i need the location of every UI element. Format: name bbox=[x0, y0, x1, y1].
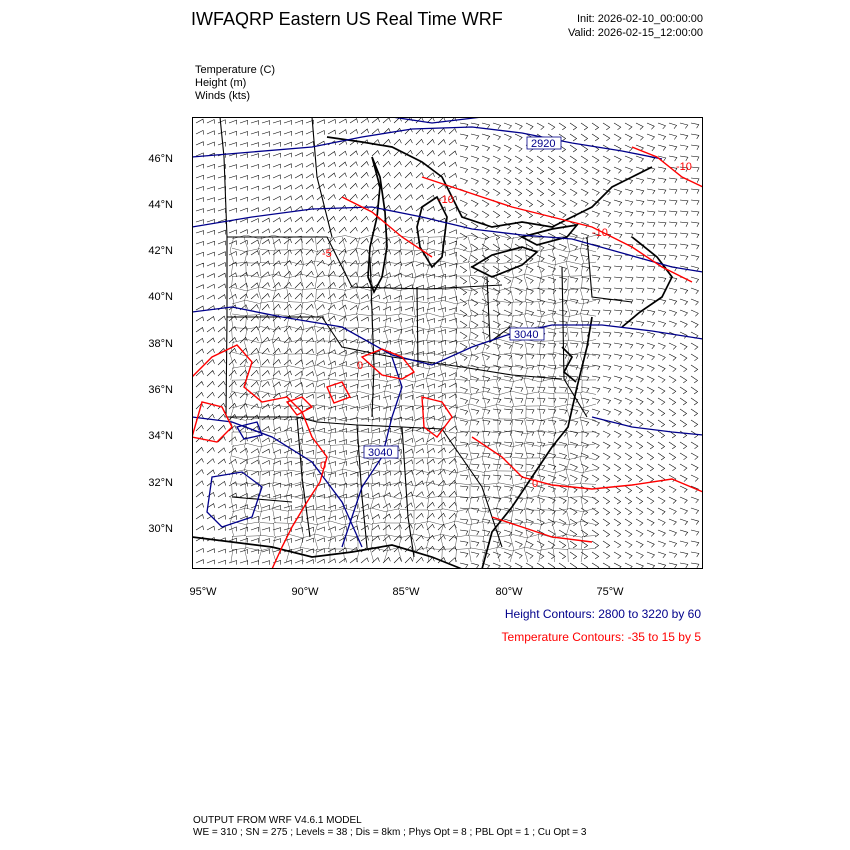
height-contour-legend: Height Contours: 2800 to 3220 by 60 bbox=[504, 607, 701, 621]
height-contour bbox=[192, 206, 703, 273]
temperature-label: 0 bbox=[357, 360, 363, 372]
temperature-contour bbox=[285, 396, 314, 416]
weather-map: 2920 3040 3040 -10 -10 -10 -5 0 0 0 bbox=[192, 117, 703, 569]
temperature-contour bbox=[491, 516, 593, 543]
height-label: 2920 bbox=[531, 138, 555, 150]
model-info: OUTPUT FROM WRF V4.6.1 MODEL bbox=[193, 815, 362, 826]
map-background bbox=[192, 117, 703, 569]
wind-barbs bbox=[195, 117, 703, 569]
contour-labels: 2920 3040 3040 -10 -10 -10 -5 0 0 0 bbox=[320, 136, 692, 490]
lat-label: 44°N bbox=[148, 199, 173, 211]
temperature-label: -10 bbox=[438, 194, 454, 206]
lon-label: 85°W bbox=[392, 586, 420, 598]
lat-label: 32°N bbox=[148, 477, 173, 489]
temperature-contour bbox=[421, 396, 453, 438]
lat-label: 42°N bbox=[148, 245, 173, 257]
height-label: 3040 bbox=[514, 329, 538, 341]
lat-label: 46°N bbox=[148, 153, 173, 165]
temperature-contour-legend: Temperature Contours: -35 to 15 by 5 bbox=[501, 630, 701, 644]
coastlines bbox=[192, 136, 673, 569]
lon-label: 75°W bbox=[596, 586, 624, 598]
init-time: Init: 2026-02-10_00:00:00 bbox=[577, 13, 703, 25]
valid-time: Valid: 2026-02-15_12:00:00 bbox=[568, 27, 703, 39]
map-title: IWFAQRP Eastern US Real Time WRF bbox=[191, 9, 503, 29]
temperature-label: 0 bbox=[532, 478, 538, 490]
temperature-contour bbox=[192, 401, 233, 443]
temperature-contour bbox=[360, 348, 416, 380]
lon-label: 95°W bbox=[189, 586, 217, 598]
temperature-contours bbox=[192, 146, 703, 569]
height-contour bbox=[192, 306, 703, 366]
lat-label: 36°N bbox=[148, 384, 173, 396]
model-config: WE = 310 ; SN = 275 ; Levels = 38 ; Dis … bbox=[193, 827, 587, 838]
lat-label: 38°N bbox=[148, 338, 173, 350]
lat-label: 34°N bbox=[148, 430, 173, 442]
height-contour bbox=[206, 471, 263, 528]
height-contour bbox=[391, 117, 483, 124]
temperature-contour bbox=[631, 146, 703, 188]
temperature-contour bbox=[421, 176, 693, 283]
lat-label: 30°N bbox=[148, 523, 173, 535]
height-contour bbox=[591, 416, 703, 436]
field-temperature: Temperature (C) bbox=[195, 64, 276, 76]
map-frame bbox=[192, 117, 703, 569]
lat-label: 40°N bbox=[148, 291, 173, 303]
lon-label: 80°W bbox=[495, 586, 523, 598]
height-label: 3040 bbox=[368, 447, 392, 459]
field-height: Height (m) bbox=[195, 77, 247, 89]
temperature-label: -10 bbox=[676, 161, 692, 173]
temperature-label: 0 bbox=[320, 460, 326, 472]
temperature-label: -5 bbox=[322, 248, 332, 260]
field-winds: Winds (kts) bbox=[195, 90, 250, 102]
temperature-contour bbox=[471, 436, 703, 493]
temperature-contour bbox=[341, 196, 433, 258]
height-contour bbox=[236, 421, 263, 440]
height-contour bbox=[192, 126, 663, 160]
lon-label: 90°W bbox=[291, 586, 319, 598]
temperature-contour bbox=[326, 381, 351, 404]
height-contour bbox=[192, 416, 363, 548]
temperature-label: -10 bbox=[592, 227, 608, 239]
